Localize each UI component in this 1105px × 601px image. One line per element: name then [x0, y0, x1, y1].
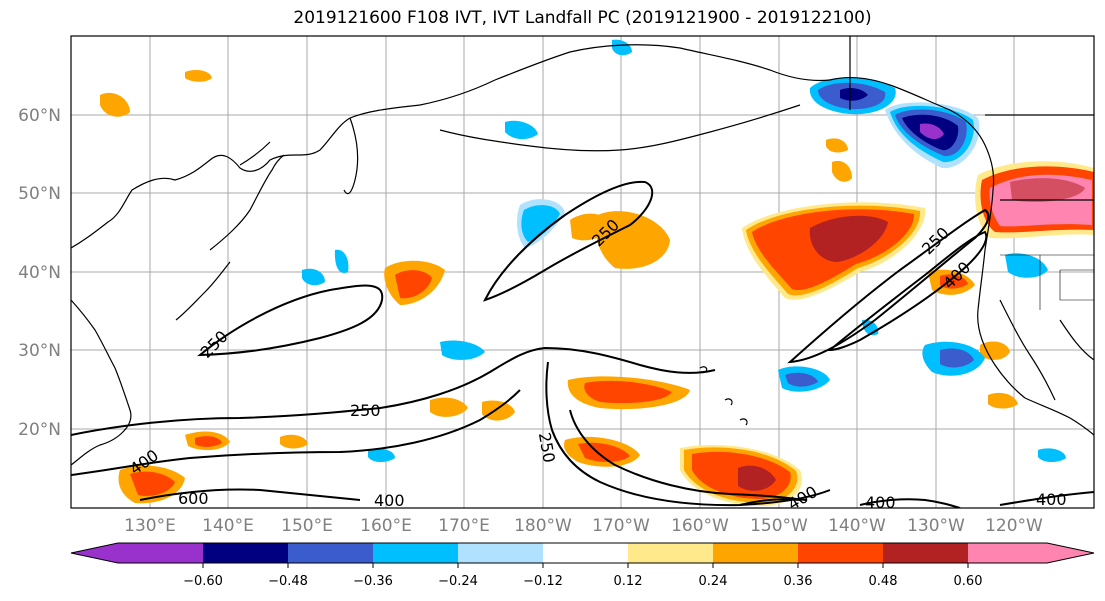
colorbar-segment	[458, 543, 543, 563]
lon-label: 160°W	[671, 516, 729, 536]
lat-label: 60°N	[18, 106, 61, 126]
colorbar-segment	[118, 543, 203, 563]
map-frame	[70, 35, 1095, 509]
colorbar-tick-label: −0.24	[438, 574, 478, 589]
colorbar-tick-label: 0.60	[954, 574, 983, 589]
colorbar-tick-label: 0.24	[699, 574, 728, 589]
lon-label: 130°E	[124, 516, 176, 536]
lat-label: 50°N	[18, 184, 61, 204]
lon-label: 170°W	[592, 516, 650, 536]
lat-label: 20°N	[18, 420, 61, 440]
colorbar-tick-label: −0.60	[183, 574, 223, 589]
ivt-contours	[71, 180, 1094, 508]
colorbar-segment	[968, 543, 1047, 563]
contour-label: 250	[350, 401, 381, 420]
map-title: 2019121600 F108 IVT, IVT Landfall PC (20…	[293, 8, 872, 28]
lon-label: 150°W	[750, 516, 808, 536]
lon-label: 120°W	[985, 516, 1043, 536]
colorbar-tick-label: 0.12	[614, 574, 643, 589]
lon-label: 140°E	[202, 516, 254, 536]
contour-label: 400	[865, 493, 896, 512]
lon-label: 150°E	[281, 516, 333, 536]
colorbar-tick-label: 0.36	[784, 574, 813, 589]
colorbar-segment	[883, 543, 968, 563]
colorbar-segment	[543, 543, 628, 563]
longitude-labels: 130°E 140°E 150°E 160°E 170°E 180°W 170°…	[124, 516, 1043, 536]
colorbar-tick-label: −0.12	[523, 574, 563, 589]
coastlines	[71, 36, 1094, 466]
lon-label: 160°E	[360, 516, 412, 536]
lat-label: 30°N	[18, 341, 61, 361]
colorbar-segment	[203, 543, 288, 563]
contour-label: 400	[1036, 490, 1067, 509]
lon-label: 140°W	[828, 516, 886, 536]
contour-label: 600	[178, 489, 209, 508]
lat-label: 40°N	[18, 263, 61, 283]
colorbar-segment	[628, 543, 713, 563]
colorbar-segment	[798, 543, 883, 563]
colorbar-segment	[288, 543, 373, 563]
colorbar-tick-label: −0.36	[353, 574, 393, 589]
colorbar: −0.60 −0.48 −0.36 −0.24 −0.12 0.12 0.24 …	[70, 542, 1095, 589]
lon-label: 130°W	[907, 516, 965, 536]
lon-label: 170°E	[438, 516, 490, 536]
contour-label: 400	[374, 491, 405, 510]
colorbar-segment	[713, 543, 798, 563]
latitude-labels: 20°N 30°N 40°N 50°N 60°N	[18, 106, 61, 440]
colorbar-tick-label: 0.48	[869, 574, 898, 589]
colorbar-under-triangle	[71, 543, 118, 563]
colorbar-tick-labels: −0.60 −0.48 −0.36 −0.24 −0.12 0.12 0.24 …	[183, 574, 982, 589]
colorbar-segment	[373, 543, 458, 563]
lon-label: 180°W	[514, 516, 572, 536]
colorbar-tick-label: −0.48	[268, 574, 308, 589]
colorbar-over-triangle	[1047, 543, 1094, 563]
